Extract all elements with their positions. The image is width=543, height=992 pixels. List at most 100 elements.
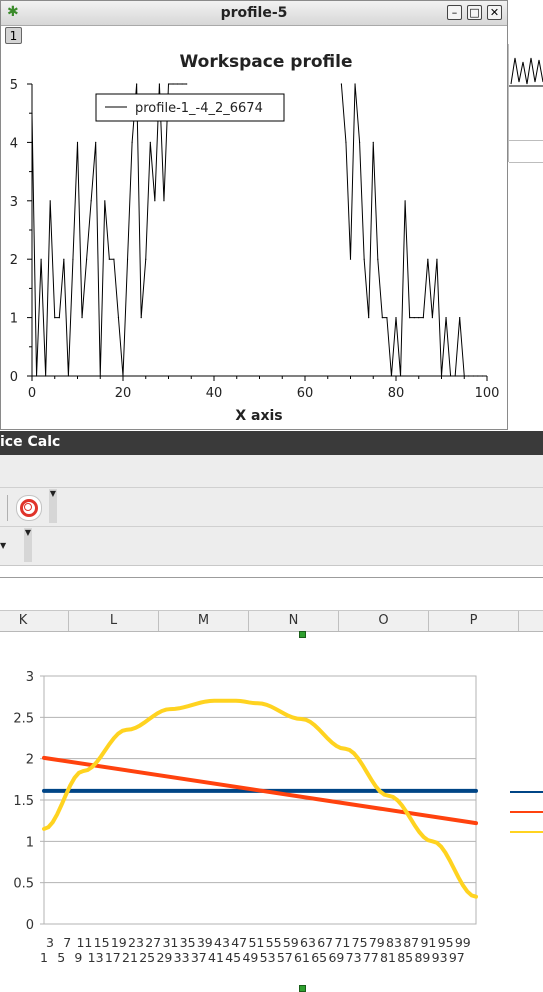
background-plot-fragment [509, 57, 543, 87]
y-tick-label: 1 [10, 312, 18, 327]
column-header-q[interactable] [519, 611, 543, 631]
x-tick-label: 11 [76, 935, 92, 950]
chevron-down-icon[interactable]: ▼ [0, 541, 7, 550]
x-tick-label: 9 [74, 950, 82, 965]
data-point [459, 317, 461, 319]
x-tick-label: 33 [174, 950, 190, 965]
y-tick-label: 2 [10, 253, 18, 268]
data-point [49, 200, 51, 202]
data-point [149, 141, 151, 143]
x-tick-label: 15 [94, 935, 110, 950]
data-point [131, 141, 133, 143]
y-tick-label: 4 [10, 136, 18, 151]
column-header-k[interactable]: K [0, 611, 69, 631]
data-point [468, 375, 470, 377]
y-tick-label: 1 [26, 835, 34, 850]
data-point [163, 200, 165, 202]
data-point [445, 317, 447, 319]
x-tick-label: 85 [397, 950, 413, 965]
data-point [154, 200, 156, 202]
maximize-button[interactable]: □ [467, 5, 482, 20]
data-point [477, 375, 479, 377]
column-header-n[interactable]: N [249, 611, 339, 631]
data-point [363, 258, 365, 260]
x-tick-label: 49 [242, 950, 258, 965]
plot-area-border [43, 675, 477, 925]
formula-bar[interactable] [0, 566, 543, 578]
data-point [35, 375, 38, 377]
profile-titlebar[interactable]: ✱ profile-5 – □ ✕ [1, 1, 507, 26]
legend-label: profile-1_-4_2_6674 [135, 101, 263, 116]
close-button[interactable]: ✕ [487, 5, 502, 20]
minimize-button[interactable]: – [447, 5, 462, 20]
data-point [95, 141, 97, 143]
data-point [145, 258, 147, 260]
x-tick-label: 5 [57, 950, 65, 965]
x-tick-label: 25 [139, 950, 155, 965]
data-point [381, 317, 383, 319]
calc-standard-toolbar: ▼ [0, 488, 543, 527]
data-point [440, 375, 443, 377]
lifebuoy-icon[interactable] [16, 495, 42, 521]
column-header-l[interactable]: L [69, 611, 159, 631]
chart-selection-handle-bottom[interactable] [299, 985, 306, 992]
x-tick-label: 37 [191, 950, 207, 965]
x-tick-label: 97 [449, 950, 465, 965]
data-point [431, 317, 433, 319]
x-tick-label: 89 [414, 950, 430, 965]
y-tick-label: 0 [26, 918, 34, 933]
x-tick-label: 100 [475, 386, 500, 401]
column-header-p[interactable]: P [429, 611, 519, 631]
spreadsheet-grid[interactable] [0, 632, 543, 990]
calc-menubar[interactable] [0, 455, 543, 488]
x-tick-label: 17 [105, 950, 121, 965]
column-header-m[interactable]: M [159, 611, 249, 631]
data-point [172, 83, 174, 85]
data-point [40, 258, 42, 260]
data-point [413, 317, 415, 319]
x-tick-label: 39 [197, 935, 213, 950]
x-tick-label: 79 [369, 935, 385, 950]
y-tick-label: 0.5 [13, 877, 34, 892]
plot-tab-1[interactable]: 1 [5, 27, 22, 44]
x-tick-label: 19 [111, 935, 127, 950]
x-tick-label: 67 [317, 935, 333, 950]
data-point [90, 200, 92, 202]
x-tick-label: 53 [260, 950, 276, 965]
y-tick-label: 2 [26, 753, 34, 768]
data-point [126, 258, 129, 260]
series-line [31, 83, 187, 377]
toolbar-dropdown-arrow-2[interactable]: ▼ [24, 528, 32, 562]
data-point [399, 375, 402, 377]
x-tick-label: 81 [380, 950, 396, 965]
x-tick-label: 71 [334, 935, 350, 950]
calc-titlebar[interactable]: ice Calc [0, 431, 543, 455]
data-point [158, 83, 160, 85]
x-tick-label: 40 [206, 386, 223, 401]
x-tick-label: 20 [115, 386, 132, 401]
plot-title: Workspace profile [180, 52, 353, 72]
x-tick-label: 99 [455, 935, 471, 950]
x-tick-label: 23 [128, 935, 144, 950]
data-point [463, 375, 465, 377]
column-header-row: K L M N O P [0, 611, 543, 632]
data-point [418, 317, 420, 319]
profile-plot[interactable]: Workspace profile 0 20 40 60 80 100 0 1 2 3 4 5 X axi… [1, 25, 507, 429]
y-tick-label: 3 [26, 670, 34, 685]
x-tick-label: 29 [156, 950, 172, 965]
data-point [404, 200, 406, 202]
data-point [427, 258, 429, 260]
x-tick-label: 83 [386, 935, 402, 950]
chart-selection-handle-top[interactable] [299, 631, 306, 638]
column-header-o[interactable]: O [339, 611, 429, 631]
data-point [31, 112, 33, 114]
calc-formatting-toolbar: ▼ ▼ [0, 527, 543, 566]
data-point [108, 258, 110, 260]
x-tick-label: 7 [63, 935, 71, 950]
sheet-area [0, 578, 543, 611]
data-point [354, 83, 356, 85]
calc-chart[interactable]: 00.511.522.533 7 11 15 19 23 27 31 35 39 43 47 51 55 5… [0, 632, 543, 990]
data-point [368, 317, 370, 319]
data-point [409, 317, 411, 319]
toolbar-dropdown-arrow[interactable]: ▼ [49, 489, 57, 523]
